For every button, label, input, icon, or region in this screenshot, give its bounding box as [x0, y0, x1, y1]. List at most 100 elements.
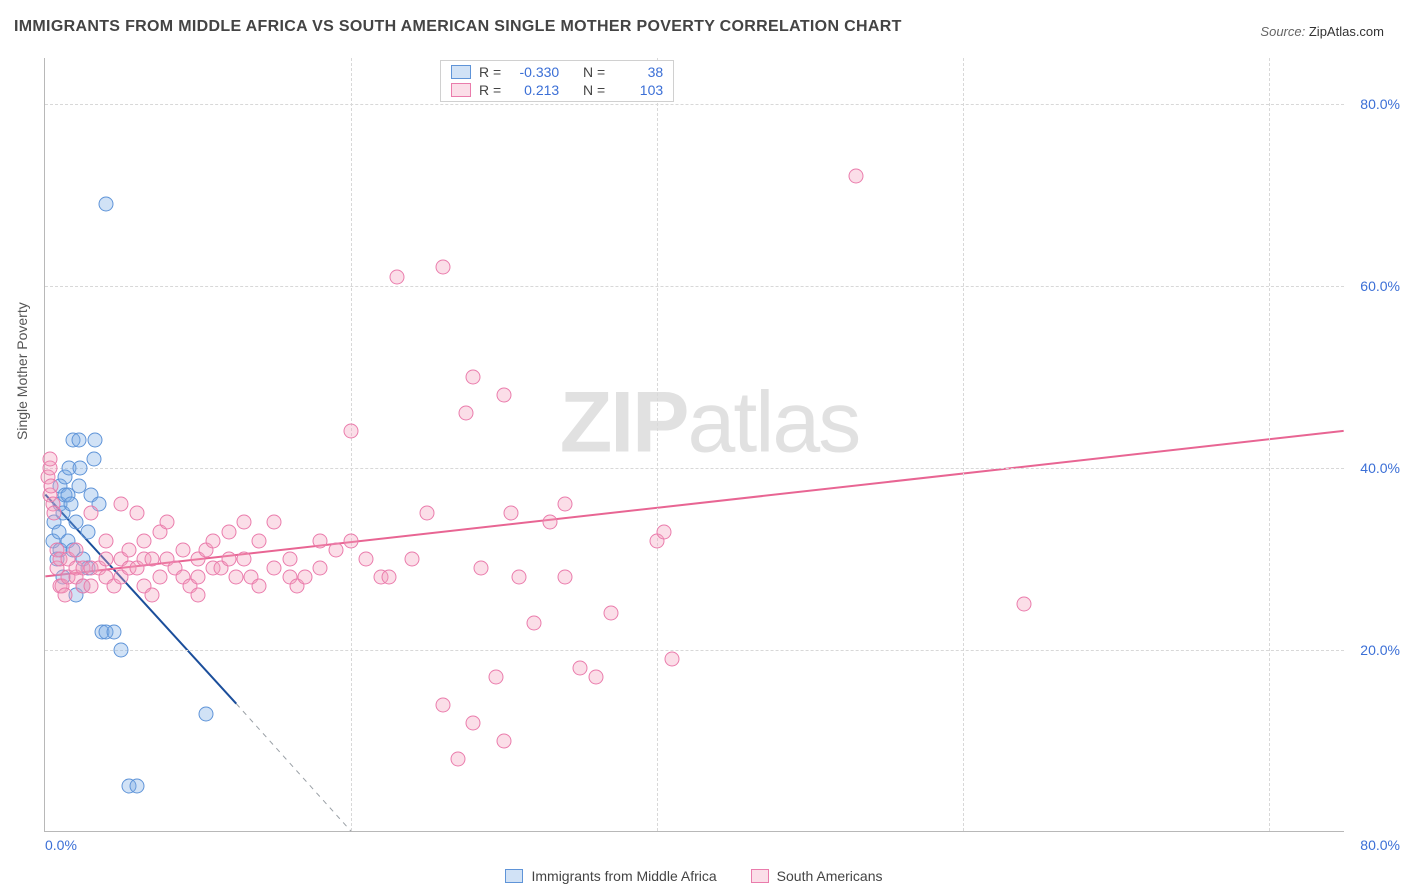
scatter-point	[99, 551, 114, 566]
scatter-point	[588, 670, 603, 685]
scatter-point	[359, 551, 374, 566]
scatter-point	[313, 560, 328, 575]
watermark-bold: ZIP	[560, 374, 688, 470]
legend-r-value: -0.330	[509, 64, 559, 80]
gridline-vertical	[351, 58, 352, 831]
scatter-point	[68, 542, 83, 557]
watermark-light: atlas	[688, 374, 860, 470]
scatter-point	[496, 387, 511, 402]
scatter-point	[420, 506, 435, 521]
scatter-point	[206, 533, 221, 548]
legend-n-value: 38	[613, 64, 663, 80]
gridline-vertical	[1269, 58, 1270, 831]
scatter-point	[252, 533, 267, 548]
scatter-point	[405, 551, 420, 566]
scatter-point	[343, 533, 358, 548]
chart-title: IMMIGRANTS FROM MIDDLE AFRICA VS SOUTH A…	[14, 18, 902, 36]
scatter-point	[466, 715, 481, 730]
scatter-point	[267, 515, 282, 530]
y-axis-tick-label: 40.0%	[1360, 460, 1400, 476]
legend-swatch	[751, 869, 769, 883]
scatter-point	[435, 260, 450, 275]
legend-r-label: R =	[479, 82, 501, 98]
scatter-point	[47, 506, 62, 521]
scatter-point	[657, 524, 672, 539]
scatter-point	[558, 570, 573, 585]
scatter-point	[129, 506, 144, 521]
gridline-horizontal	[45, 104, 1344, 105]
scatter-point	[152, 570, 167, 585]
legend-n-label: N =	[583, 64, 605, 80]
scatter-point	[512, 570, 527, 585]
watermark: ZIPatlas	[560, 373, 859, 472]
legend-r-label: R =	[479, 64, 501, 80]
scatter-point	[80, 524, 95, 539]
scatter-point	[221, 551, 236, 566]
gridline-vertical	[963, 58, 964, 831]
scatter-point	[389, 269, 404, 284]
scatter-point	[328, 542, 343, 557]
scatter-point	[190, 588, 205, 603]
scatter-plot-area: ZIPatlas 0.0% 80.0% 20.0%40.0%60.0%80.0%	[44, 58, 1344, 832]
legend-n-label: N =	[583, 82, 605, 98]
y-axis-tick-label: 80.0%	[1360, 96, 1400, 112]
legend-r-value: 0.213	[509, 82, 559, 98]
scatter-point	[298, 570, 313, 585]
gridline-vertical	[657, 58, 658, 831]
scatter-point	[267, 560, 282, 575]
scatter-point	[236, 515, 251, 530]
gridline-horizontal	[45, 286, 1344, 287]
scatter-point	[99, 533, 114, 548]
scatter-point	[44, 478, 59, 493]
scatter-point	[466, 369, 481, 384]
legend-label: Immigrants from Middle Africa	[531, 868, 716, 884]
scatter-point	[137, 533, 152, 548]
legend-item-series-a: Immigrants from Middle Africa	[505, 868, 716, 884]
scatter-point	[73, 460, 88, 475]
scatter-point	[1016, 597, 1031, 612]
scatter-point	[473, 560, 488, 575]
scatter-point	[129, 779, 144, 794]
scatter-point	[450, 752, 465, 767]
legend-swatch	[505, 869, 523, 883]
legend-item-series-b: South Americans	[751, 868, 883, 884]
scatter-point	[42, 451, 57, 466]
scatter-point	[122, 542, 137, 557]
scatter-point	[489, 670, 504, 685]
scatter-point	[343, 424, 358, 439]
scatter-point	[252, 579, 267, 594]
scatter-point	[83, 506, 98, 521]
scatter-point	[145, 551, 160, 566]
scatter-point	[57, 588, 72, 603]
scatter-point	[106, 624, 121, 639]
legend-row-series-a: R = -0.330 N = 38	[441, 63, 673, 81]
scatter-point	[145, 588, 160, 603]
legend-swatch	[451, 65, 471, 79]
trend-lines-layer	[45, 58, 1344, 831]
x-axis-tick-max: 80.0%	[1360, 837, 1400, 853]
gridline-horizontal	[45, 650, 1344, 651]
scatter-point	[114, 497, 129, 512]
legend-row-series-b: R = 0.213 N = 103	[441, 81, 673, 99]
scatter-point	[190, 570, 205, 585]
scatter-point	[558, 497, 573, 512]
scatter-point	[160, 515, 175, 530]
scatter-point	[435, 697, 450, 712]
scatter-point	[542, 515, 557, 530]
scatter-point	[99, 196, 114, 211]
y-axis-tick-label: 60.0%	[1360, 278, 1400, 294]
scatter-point	[229, 570, 244, 585]
scatter-point	[236, 551, 251, 566]
scatter-point	[848, 169, 863, 184]
scatter-point	[282, 551, 297, 566]
series-legend: Immigrants from Middle Africa South Amer…	[44, 868, 1344, 884]
scatter-point	[603, 606, 618, 621]
scatter-point	[88, 433, 103, 448]
scatter-point	[573, 661, 588, 676]
scatter-point	[198, 706, 213, 721]
x-axis-tick-min: 0.0%	[45, 837, 77, 853]
y-axis-label: Single Mother Poverty	[14, 302, 30, 440]
scatter-point	[86, 451, 101, 466]
source-label: Source:	[1260, 24, 1305, 39]
legend-n-value: 103	[613, 82, 663, 98]
